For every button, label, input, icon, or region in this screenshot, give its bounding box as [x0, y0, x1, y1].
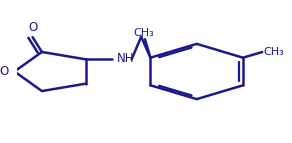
Text: CH₃: CH₃ [133, 28, 154, 38]
Text: CH₃: CH₃ [264, 47, 284, 57]
Text: O: O [0, 65, 8, 78]
Text: O: O [28, 21, 37, 34]
Text: NH: NH [117, 52, 134, 65]
